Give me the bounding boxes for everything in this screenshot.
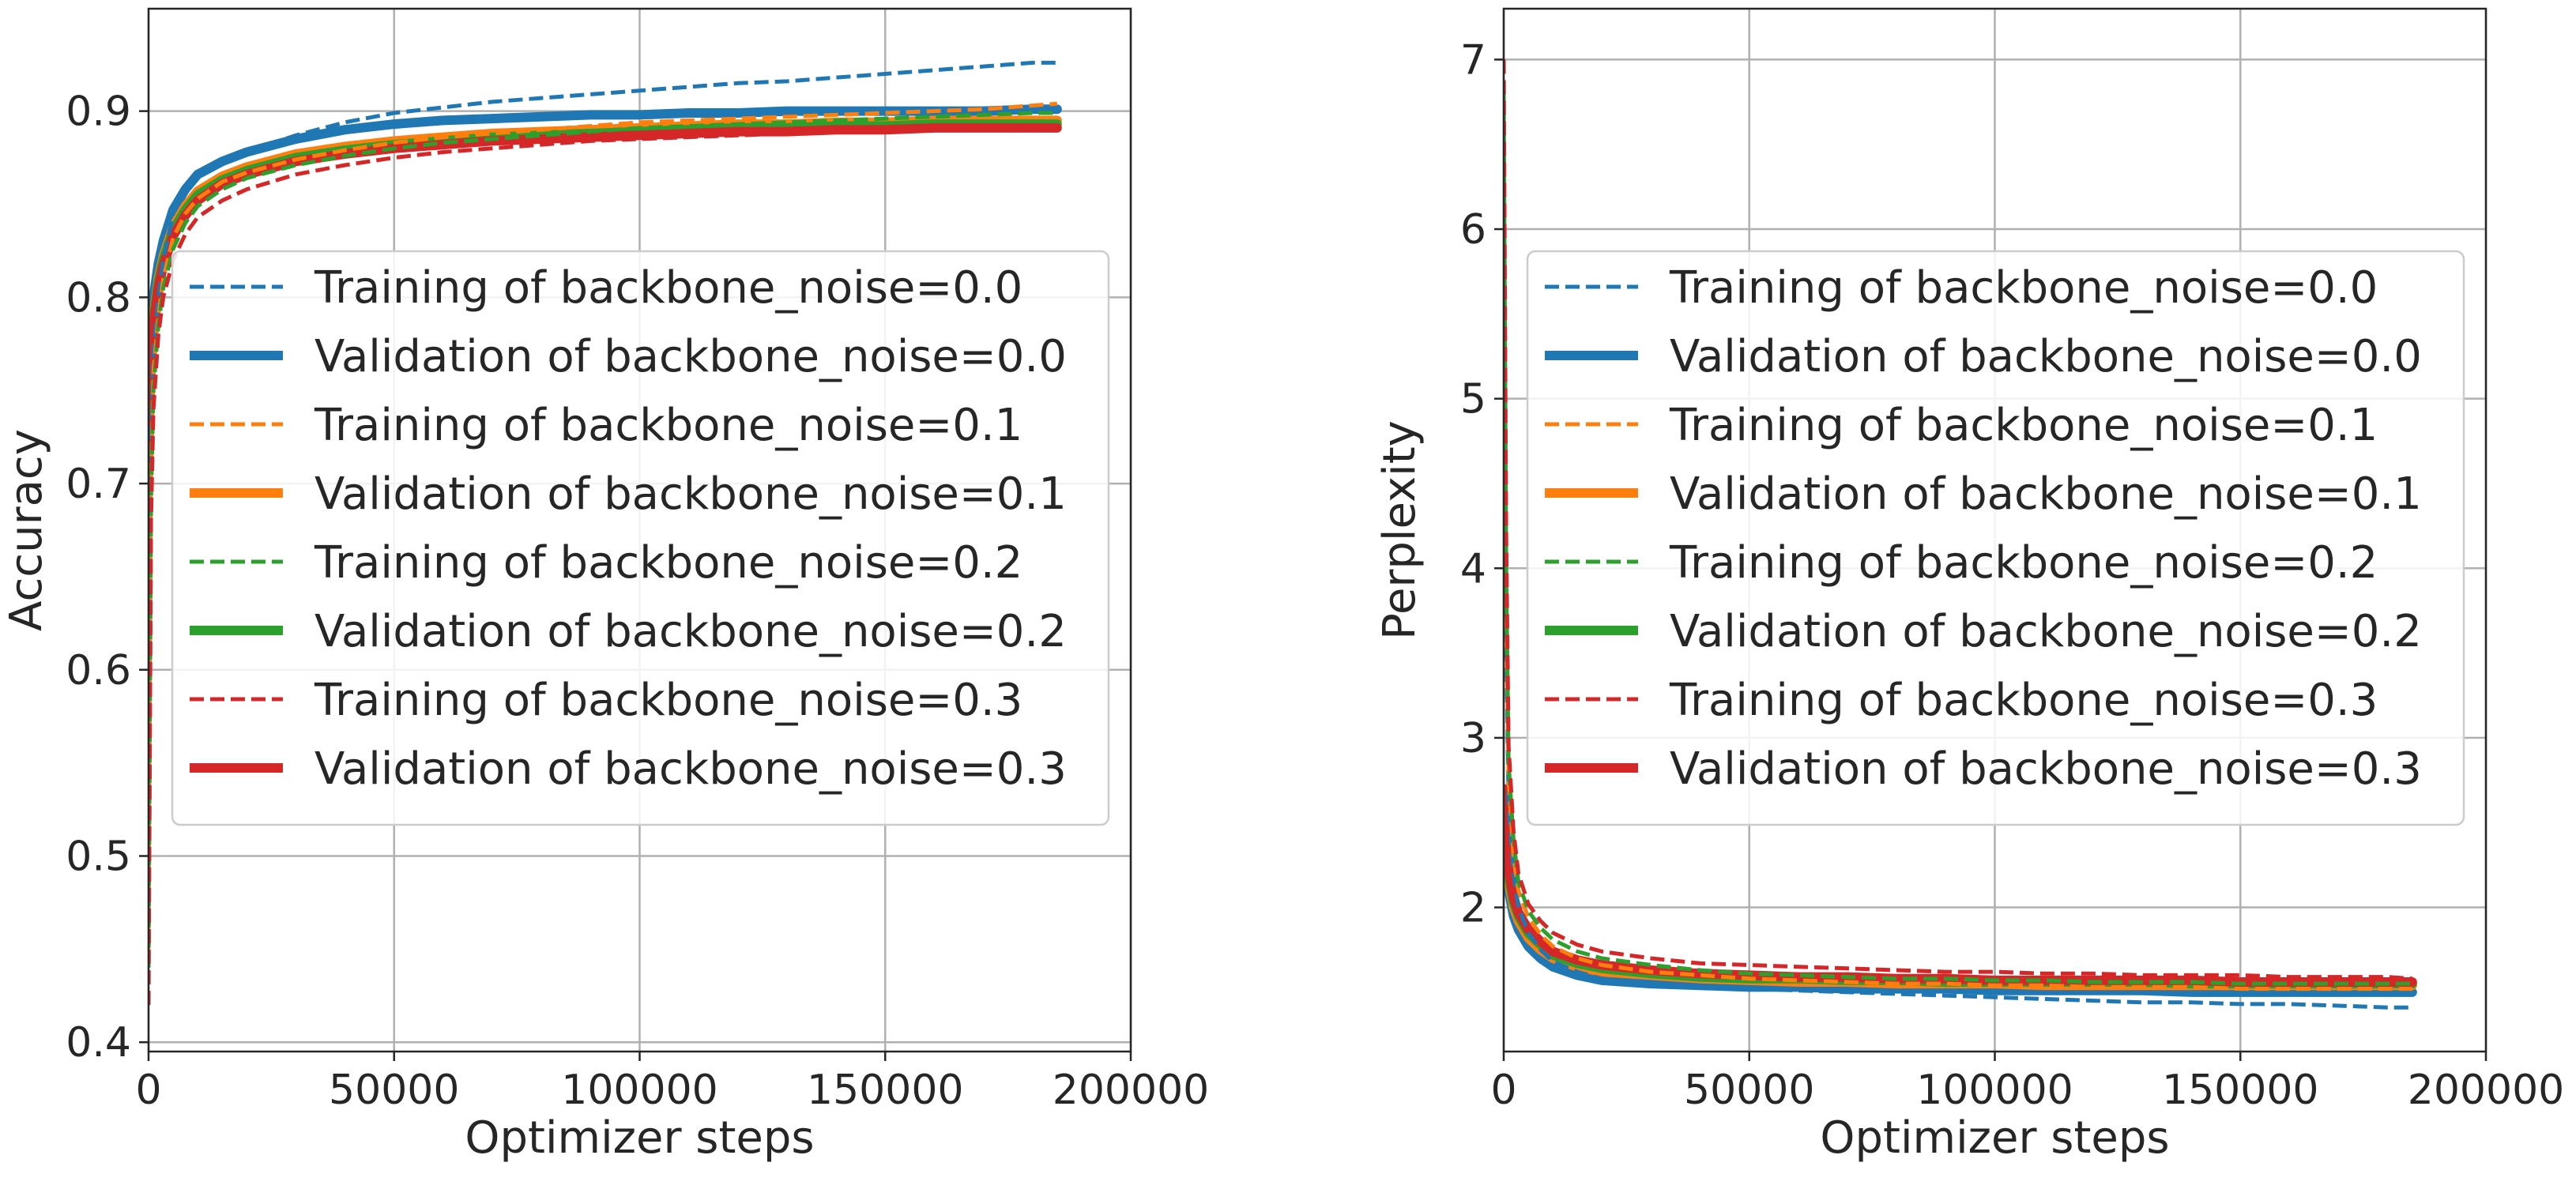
series-line-training-of-backbone-noise-0-1: [1504, 144, 2412, 991]
series-line-training-of-backbone-noise-0-0: [149, 60, 1057, 912]
chart-2: 0 50000 100000 150000 200000 2 3 4 5 6 7 Optimizer …: [1374, 7, 2565, 1164]
legend-label: Validation of backbone_noise=0.2: [1670, 606, 2422, 657]
legend: Training of backbone_noise=0.0 Validation…: [171, 250, 1110, 826]
legend-label: Training of backbone_noise=0.2: [314, 537, 1022, 589]
y-tick-label: 2: [1460, 885, 1486, 932]
x-tick-label: 200000: [1053, 1067, 1210, 1114]
legend: Training of backbone_noise=0.0 Validation…: [1526, 250, 2465, 826]
legend-label: Training of backbone_noise=0.1: [1669, 400, 2378, 451]
x-axis-title: Optimizer steps: [465, 1112, 814, 1164]
chart-1: 0 50000 100000 150000 200000 0.4 0.5 0.6 0.7 0.8 0…: [1, 7, 1210, 1164]
series-line-validation-of-backbone-noise-0-0: [149, 104, 1062, 451]
y-tick-label: 7: [1460, 36, 1486, 84]
x-tick-label: 0: [135, 1067, 161, 1114]
y-axis-title: Perplexity: [1374, 420, 1425, 640]
y-tick-label: 3: [1460, 715, 1486, 762]
legend-label: Training of backbone_noise=0.3: [1669, 675, 2378, 726]
y-tick-label: 0.7: [66, 461, 131, 508]
series-group: [1504, 59, 2417, 1010]
x-tick-label: 200000: [2408, 1067, 2565, 1114]
legend-label: Validation of backbone_noise=0.0: [1670, 331, 2422, 382]
legend-label: Training of backbone_noise=0.2: [1669, 537, 2378, 589]
x-tick-label: 100000: [561, 1067, 718, 1114]
series-line-training-of-backbone-noise-0-3: [1504, 59, 2412, 981]
x-tick-label: 0: [1490, 1067, 1516, 1114]
legend-label: Validation of backbone_noise=0.2: [314, 606, 1067, 657]
y-tick-label: 0.9: [66, 88, 131, 136]
series-line-training-of-backbone-noise-0-3: [149, 126, 1057, 1006]
x-tick-label: 150000: [807, 1067, 964, 1114]
legend-label: Training of backbone_noise=0.0: [1669, 262, 2378, 314]
x-axis-title: Optimizer steps: [1820, 1112, 2169, 1164]
legend-label: Validation of backbone_noise=0.3: [1670, 743, 2422, 795]
series-line-training-of-backbone-noise-0-2: [1504, 93, 2412, 986]
x-tick-label: 50000: [329, 1067, 459, 1114]
series-line-training-of-backbone-noise-0-0: [1504, 195, 2412, 1010]
legend-box: [1526, 250, 2465, 826]
y-tick-label: 0.6: [66, 647, 131, 694]
series-group: [149, 60, 1062, 1006]
x-tick-label: 100000: [1916, 1067, 2073, 1114]
legend-label: Validation of backbone_noise=0.1: [314, 468, 1067, 520]
y-axis-title: Accuracy: [1, 429, 52, 631]
legend-label: Validation of backbone_noise=0.0: [314, 331, 1067, 382]
series-line-training-of-backbone-noise-0-1: [149, 101, 1057, 950]
legend-label: Validation of backbone_noise=0.1: [1670, 468, 2422, 520]
y-tick-label: 6: [1460, 206, 1486, 254]
y-tick-label: 4: [1460, 545, 1486, 593]
y-tick-label: 5: [1460, 376, 1486, 423]
legend-label: Training of backbone_noise=0.3: [314, 675, 1022, 726]
x-tick-label: 150000: [2162, 1067, 2319, 1114]
y-tick-label: 0.8: [66, 274, 131, 322]
legend-label: Validation of backbone_noise=0.3: [314, 743, 1067, 795]
y-tick-label: 0.4: [66, 1019, 131, 1067]
x-tick-label: 50000: [1684, 1067, 1814, 1114]
legend-label: Training of backbone_noise=0.1: [314, 400, 1022, 451]
y-tick-label: 0.5: [66, 833, 131, 881]
legend-box: [171, 250, 1110, 826]
legend-label: Training of backbone_noise=0.0: [314, 262, 1022, 314]
